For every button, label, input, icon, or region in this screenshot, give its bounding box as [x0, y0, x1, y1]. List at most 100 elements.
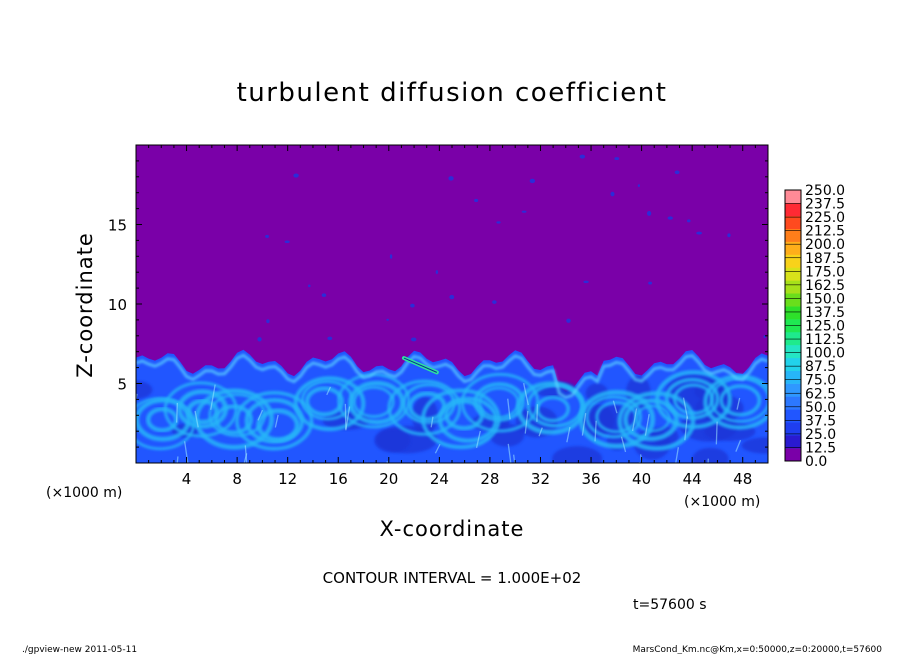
colorbar-tick-label: 62.5 — [805, 386, 836, 402]
colorbar-tick-label: 250.0 — [805, 183, 845, 199]
speck — [614, 157, 620, 161]
eddy-streak — [644, 413, 650, 436]
speck — [257, 337, 262, 342]
colorbar-band — [785, 280, 801, 294]
speck — [674, 170, 680, 175]
colorbar-band — [785, 370, 801, 384]
eddy-streak — [210, 384, 216, 410]
colorbar-band — [785, 293, 801, 307]
low-patch — [136, 380, 153, 399]
colorbar-band — [785, 383, 801, 397]
speck — [610, 191, 615, 197]
eddy-streak — [538, 427, 543, 437]
low-patch — [552, 446, 603, 463]
colorbar-tick-label: 200.0 — [805, 237, 845, 253]
eddy-streak — [524, 410, 529, 434]
x-tick-label: 28 — [480, 470, 499, 488]
x-tick-label: 36 — [581, 470, 600, 488]
speck — [686, 219, 691, 223]
eddy-streak — [257, 409, 264, 421]
colorbar-tick-label: 37.5 — [805, 413, 836, 429]
x-axis-title: X-coordinate — [380, 517, 525, 541]
speck — [284, 240, 290, 244]
colorbar-tick-label: 0.0 — [805, 454, 827, 470]
speck — [327, 336, 333, 341]
eddy-streak — [183, 441, 189, 463]
speck — [648, 281, 653, 285]
colorbar-tick-label: 75.0 — [805, 373, 836, 389]
eddy-ring — [473, 382, 525, 422]
eddy-ring — [293, 376, 366, 432]
eddy-streak — [684, 416, 688, 441]
eddy-streak — [581, 413, 587, 436]
speck — [646, 210, 652, 216]
eddy-streak — [536, 404, 539, 422]
eddy-streak — [631, 408, 638, 432]
colorbar-tick-label: 237.5 — [805, 197, 845, 213]
colorbar-band — [785, 435, 801, 449]
y-unit-label: (×1000 m) — [46, 485, 122, 501]
colorbar-band — [785, 344, 801, 359]
eddy-streak — [176, 402, 179, 423]
speck — [321, 293, 327, 298]
colorbar-band — [785, 396, 801, 410]
y-axis: 5 10 15 — [108, 160, 768, 448]
low-patch — [374, 428, 411, 453]
eddy-ring — [703, 374, 768, 430]
speck — [448, 176, 454, 181]
y-axis-title: Z-coordinate — [73, 232, 97, 378]
eddy-ring — [304, 386, 344, 417]
low-patch — [692, 447, 729, 463]
colorbar-tick-label: 175.0 — [805, 264, 845, 280]
colorbar-tick-label: 225.0 — [805, 210, 845, 226]
eddy-streak — [682, 397, 689, 419]
eddy-streak — [715, 421, 718, 445]
colorbar-band — [785, 228, 801, 242]
x-tick-label: 44 — [683, 470, 702, 488]
eddy-streak — [523, 383, 529, 406]
eddy-ring — [235, 390, 314, 451]
x-tick-label: 4 — [182, 470, 192, 488]
eddy-streak — [736, 397, 741, 410]
speck — [293, 173, 299, 178]
colorbar-band — [785, 409, 801, 423]
speck — [637, 184, 640, 187]
colorbar-tick-label: 137.5 — [805, 305, 845, 321]
speck — [696, 231, 703, 235]
speck — [266, 319, 270, 324]
colorbar-band — [785, 267, 801, 281]
footer-right: MarsCond_Km.nc@Km,x=0:50000,z=0:20000,t=… — [633, 645, 883, 654]
eddy-ring — [623, 398, 679, 442]
eddy-streak — [612, 400, 618, 414]
speck — [521, 210, 527, 213]
eddy-ring — [664, 377, 720, 420]
x-tick-label: 16 — [329, 470, 348, 488]
colorbar-band — [785, 215, 801, 230]
eddy-ring — [719, 384, 762, 417]
colorbar-tick-label: 25.0 — [805, 427, 836, 443]
colorbar-band — [785, 331, 801, 346]
colorbar-tick-label: 50.0 — [805, 400, 836, 416]
speck — [410, 303, 415, 308]
speck — [529, 178, 536, 184]
colorbar-band — [785, 190, 801, 204]
eddy-streak — [594, 420, 597, 442]
x-tick-label: 12 — [278, 470, 297, 488]
speck — [386, 318, 389, 321]
eddy-streak — [507, 443, 512, 463]
eddy-streak — [735, 439, 742, 452]
colorbar-tick-label: 12.5 — [805, 440, 836, 456]
speck — [566, 318, 571, 323]
x-tick-label: 20 — [379, 470, 398, 488]
eddy-streak — [194, 410, 199, 428]
x-tick-label: 8 — [232, 470, 242, 488]
low-patch — [741, 437, 768, 454]
eddy-ring — [214, 404, 254, 435]
colorbar-band — [785, 241, 801, 255]
colorbar-band — [785, 422, 801, 436]
eddy-ring — [578, 389, 656, 449]
speck — [667, 216, 673, 220]
eddy-streak — [620, 436, 627, 453]
eddy-ring — [654, 370, 732, 429]
